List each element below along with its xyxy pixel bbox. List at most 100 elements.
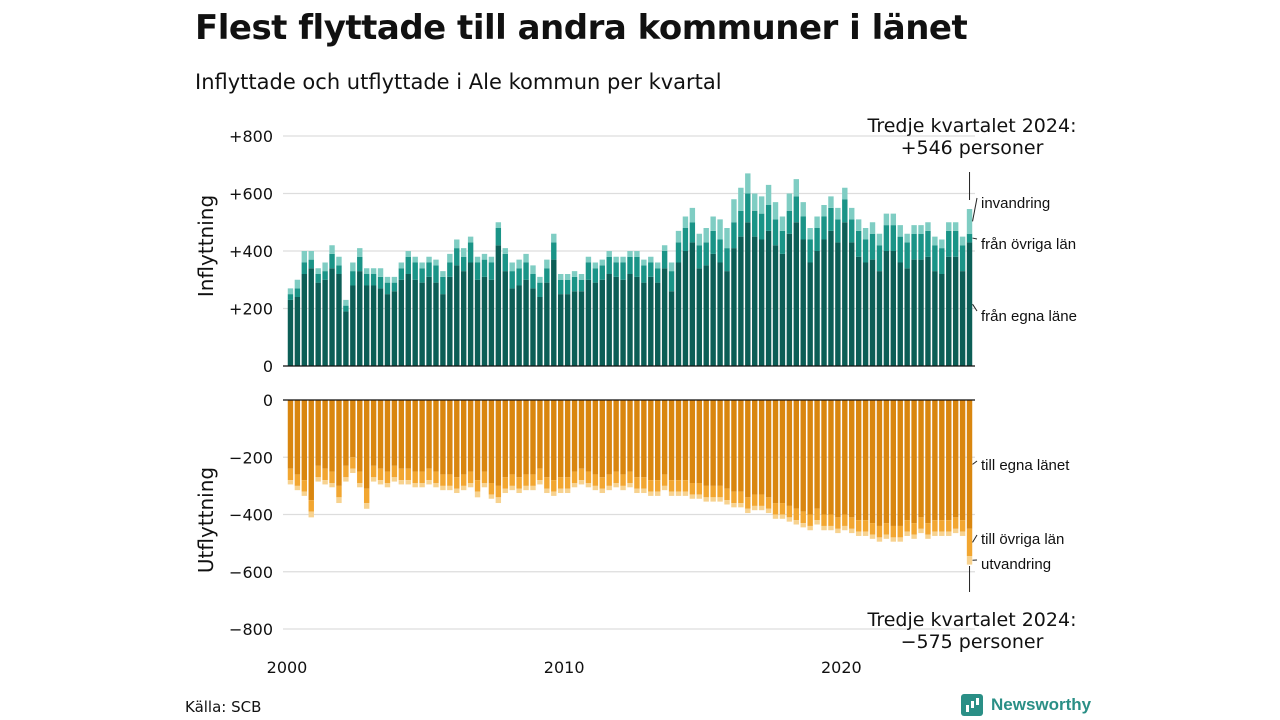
outflow-bar-segment	[821, 514, 827, 526]
inflow-bar-segment	[357, 248, 363, 257]
outflow-bar-segment	[370, 400, 377, 466]
outflow-bar-segment	[287, 468, 294, 481]
inflow-bar-segment	[703, 265, 709, 366]
outflow-bar-segment	[946, 520, 952, 532]
outflow-bar-segment	[828, 400, 834, 515]
inflow-bar-segment	[869, 222, 876, 234]
outflow-bar-segment	[897, 525, 903, 538]
outflow-bar-segment	[294, 474, 301, 486]
inflow-bar-segment	[412, 256, 418, 263]
top-callout-line1: Tredje kvartalet 2024:	[867, 115, 1077, 137]
outflow-bar-segment	[648, 491, 654, 496]
inflow-bar-segment	[911, 259, 917, 366]
outflow-bar-segment	[433, 471, 439, 484]
outflow-bar-segment	[855, 400, 862, 521]
outflow-bar-segment	[357, 400, 363, 472]
annotation-leader	[972, 237, 978, 240]
outflow-bar-segment	[294, 400, 301, 475]
inflow-bar-segment	[495, 222, 502, 228]
inflow-bar-segment	[544, 259, 550, 269]
inflow-bar-segment	[322, 262, 328, 272]
outflow-bar-segment	[440, 485, 446, 491]
inflow-bar-segment	[599, 265, 605, 280]
inflow-bar-segment	[904, 233, 910, 243]
inflow-bar-segment	[606, 274, 612, 366]
outflow-bar-segment	[675, 491, 682, 496]
outflow-bar-segment	[821, 525, 827, 531]
inflow-bar-segment	[966, 242, 973, 366]
top-ylabel: Inflyttning	[194, 195, 218, 297]
outflow-bar-segment	[308, 511, 314, 518]
outflow-bar-segment	[765, 508, 772, 514]
outflow-bar-segment	[765, 400, 772, 498]
outflow-bar-segment	[710, 497, 716, 502]
inflow-bar-segment	[946, 222, 952, 231]
inflow-bar-segment	[842, 199, 848, 223]
outflow-bar-segment	[793, 520, 799, 525]
outflow-bar-segment	[696, 483, 702, 495]
inflow-bar-segment	[357, 256, 363, 272]
axes: 0 +200 +400 +600 +800 0 −200 −400 −600 −800 2000 20…	[229, 127, 975, 677]
inflow-bar-segment	[668, 262, 675, 272]
inflow-bar-segment	[516, 268, 522, 286]
inflow-bar-segment	[350, 285, 356, 366]
inflow-bar-segment	[952, 222, 959, 231]
outflow-bar-segment	[516, 477, 522, 489]
outflow-bar-segment	[675, 400, 682, 481]
inflow-bar-segment	[689, 242, 696, 366]
outflow-bar-segment	[571, 483, 578, 488]
inflow-bar-segment	[703, 242, 709, 266]
inflow-bar-segment	[952, 230, 959, 257]
inflow-bar-segment	[537, 297, 543, 366]
inflow-bar-segment	[779, 230, 786, 254]
outflow-bar-segment	[509, 400, 515, 475]
inflow-bar-segment	[849, 219, 855, 243]
outflow-bar-segment	[779, 503, 786, 515]
inflow-bar-segment	[467, 236, 474, 243]
inflow-bar-segment	[350, 262, 356, 272]
outflow-bar-segment	[315, 400, 321, 466]
inflow-bar-segment	[849, 207, 855, 220]
outflow-bar-segment	[564, 488, 571, 494]
inflow-bar-segment	[571, 271, 578, 277]
inflow-bar-segment	[315, 274, 321, 283]
inflow-bar-segment	[357, 271, 363, 366]
outflow-bar-segment	[301, 491, 308, 496]
inflow-bar-segment	[412, 262, 418, 280]
inflow-bar-segment	[696, 268, 702, 366]
inflow-bar-segment	[391, 276, 398, 283]
inflow-bar-segment	[578, 274, 585, 280]
inflow-bar-segment	[758, 239, 765, 366]
outflow-bar-segment	[786, 505, 793, 518]
inflow-bar-segment	[523, 253, 529, 263]
inflow-bar-segment	[322, 271, 328, 280]
inflow-bar-segment	[495, 245, 502, 366]
inflow-bar-segment	[814, 228, 820, 251]
outflow-bar-segment	[336, 485, 342, 498]
inflow-bar-segment	[502, 248, 508, 254]
outflow-bar-segment	[752, 494, 758, 506]
inflow-bar-segment	[918, 225, 924, 234]
inflow-bar-segment	[939, 239, 945, 249]
outflow-bar-segment	[585, 471, 592, 484]
outflow-bar-segment	[793, 508, 799, 521]
outflow-bar-segment	[357, 483, 363, 488]
outflow-bar-segment	[696, 400, 702, 484]
outflow-bar-segment	[495, 497, 502, 504]
outflow-bar-segment	[849, 517, 855, 529]
outflow-bar-segment	[925, 400, 931, 524]
inflow-bar-segment	[301, 262, 308, 274]
inflow-bar-segment	[322, 279, 328, 366]
outflow-bar-segment	[855, 531, 862, 536]
inflow-bar-segment	[294, 279, 301, 289]
inflow-bar-segment	[668, 271, 675, 292]
outflow-bar-segment	[959, 400, 966, 521]
inflow-bar-segment	[578, 279, 585, 292]
inflow-bar-segment	[641, 259, 647, 266]
inflow-bar-segment	[488, 256, 495, 263]
inflow-bar-segment	[682, 251, 689, 366]
inflow-bar-segment	[883, 213, 890, 226]
outflow-bar-segment	[758, 505, 765, 511]
inflow-bar-segment	[585, 279, 592, 366]
inflow-bar-segment	[876, 271, 883, 366]
